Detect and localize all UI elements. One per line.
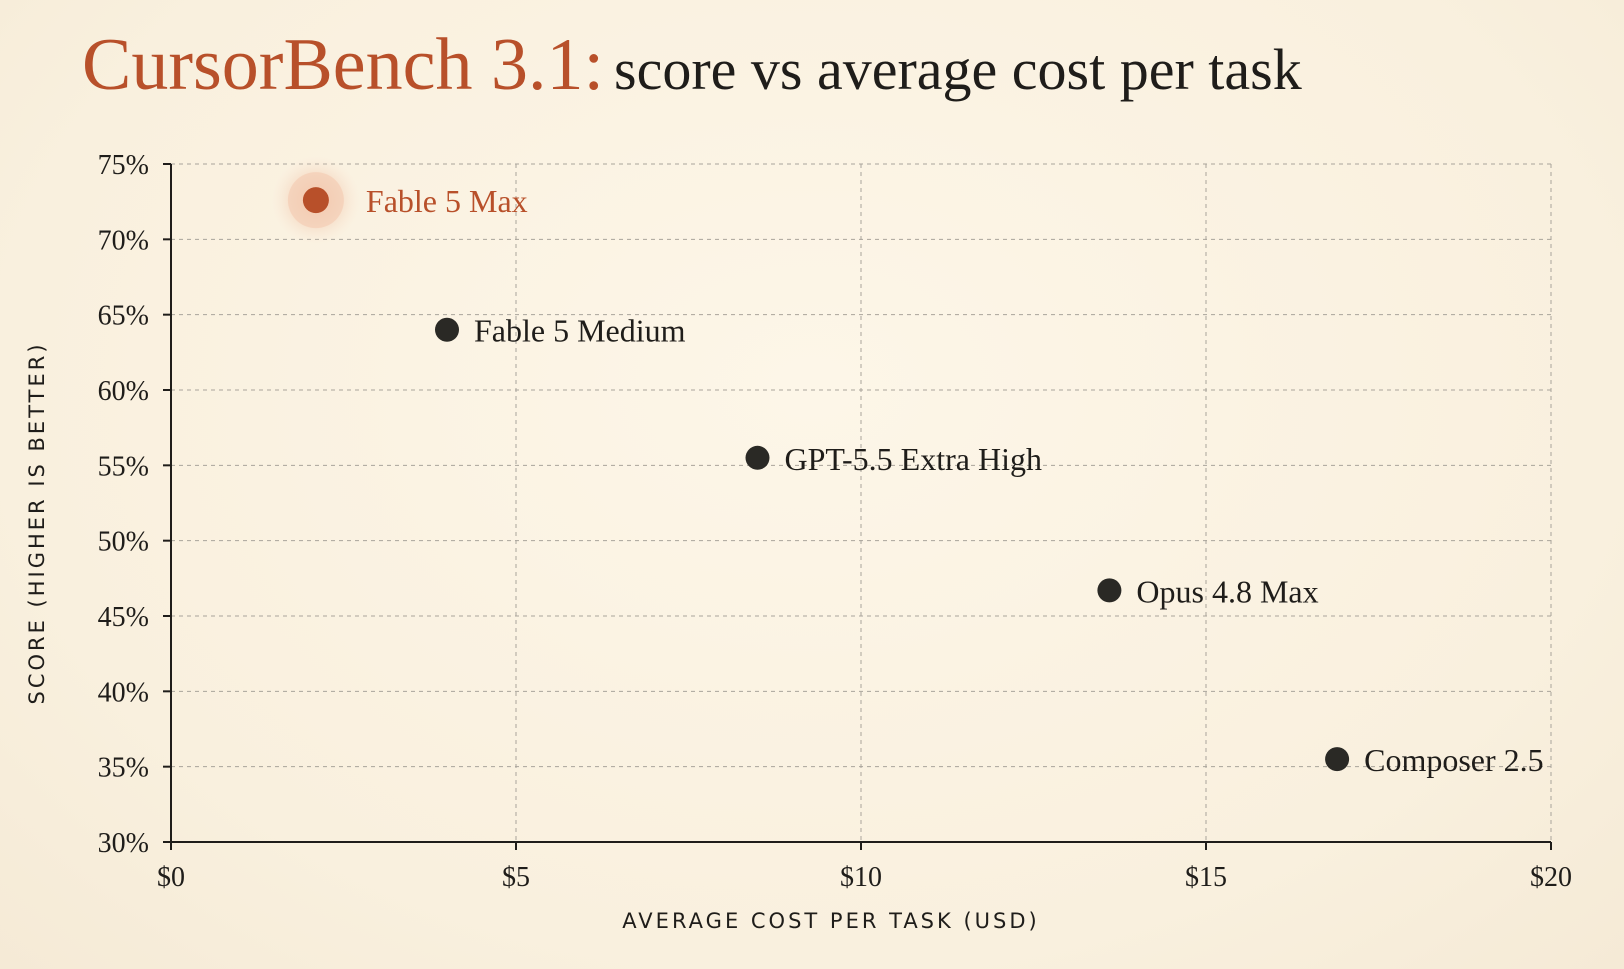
y-tick-label: 50% — [98, 527, 149, 558]
y-tick-label: 30% — [98, 828, 149, 859]
y-tick-label: 60% — [98, 376, 149, 407]
y-axis-title: SCORE (HIGHER IS BETTER) — [25, 341, 49, 704]
y-tick-label: 75% — [98, 150, 149, 181]
x-tick-label: $20 — [1530, 862, 1572, 893]
y-tick-label: 45% — [98, 602, 149, 633]
data-point: Composer 2.5 — [1325, 742, 1544, 778]
data-points: Fable 5 Max Fable 5 Medium GPT-5.5 Extra H… — [271, 156, 1544, 778]
y-tick-label: 35% — [98, 753, 149, 784]
point-label: Fable 5 Max — [366, 183, 528, 219]
point-marker — [302, 187, 329, 214]
point-marker — [435, 317, 459, 342]
point-marker — [1325, 747, 1350, 772]
chart-title: CursorBench 3.1: score vs average cost pe… — [82, 28, 1302, 102]
point-marker — [1097, 578, 1122, 603]
point-marker — [745, 445, 770, 470]
point-label: Fable 5 Medium — [474, 313, 686, 349]
y-tick-label: 55% — [98, 451, 149, 482]
grid — [171, 163, 1552, 842]
x-axis-title: AVERAGE COST PER TASK (USD) — [622, 909, 1039, 933]
y-tick-label: 65% — [98, 301, 149, 332]
chart-title-brand: CursorBench 3.1: — [82, 24, 605, 106]
chart-title-rest: score vs average cost per task — [614, 37, 1302, 102]
data-point: Fable 5 Medium — [435, 313, 686, 349]
x-tick-label: $0 — [157, 862, 185, 893]
point-label: GPT-5.5 Extra High — [785, 441, 1042, 477]
x-tick-label: $10 — [840, 862, 882, 893]
data-point: Opus 4.8 Max — [1097, 573, 1319, 609]
x-tick-label: $5 — [502, 862, 530, 893]
axes — [163, 163, 1552, 850]
point-label: Opus 4.8 Max — [1136, 573, 1318, 609]
tick-labels: 30% 35% 40% 45% 50% 55% 60% 65% 70% 75% $0 $5 $10 $15… — [98, 150, 1572, 893]
y-tick-label: 40% — [98, 677, 149, 708]
point-label: Composer 2.5 — [1364, 742, 1544, 778]
data-point: Fable 5 Max — [271, 156, 528, 245]
x-tick-label: $15 — [1185, 862, 1227, 893]
y-tick-label: 70% — [98, 225, 149, 256]
data-point: GPT-5.5 Extra High — [745, 441, 1042, 477]
